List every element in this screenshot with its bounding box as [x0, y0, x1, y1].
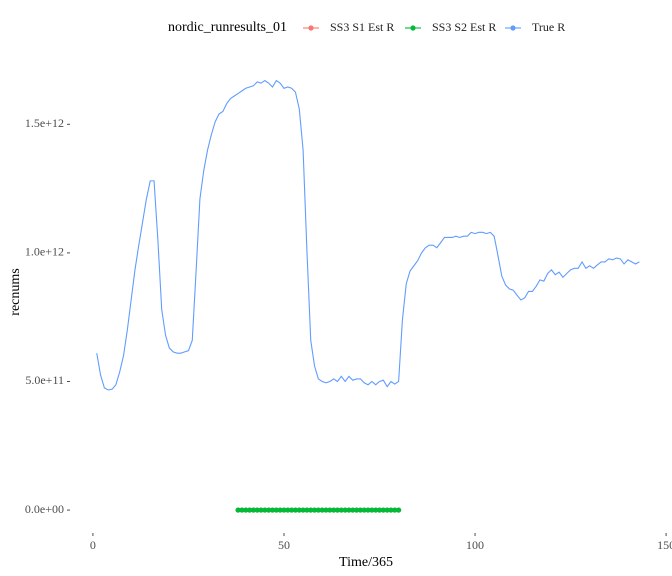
data-point [250, 507, 257, 513]
data-point [308, 507, 314, 513]
data-point [331, 507, 337, 513]
data-point [319, 507, 325, 513]
data-point [392, 507, 398, 513]
data-point [315, 507, 321, 513]
data-point [285, 507, 291, 513]
x-tick-label: 50 [278, 538, 290, 552]
y-tick-label: 5.0e+11 [25, 373, 64, 387]
data-point [334, 507, 341, 513]
data-point [277, 507, 283, 513]
legend-key-dot [308, 25, 314, 31]
data-point [292, 507, 299, 513]
data-point [373, 507, 379, 513]
data-point [273, 507, 279, 513]
data-point [384, 507, 390, 513]
x-axis-title: Time/365 [339, 555, 393, 570]
data-point [246, 507, 253, 513]
data-line [96, 79, 640, 391]
y-tick-label: 0.0e+00 [25, 502, 64, 516]
data-point [369, 507, 375, 513]
x-tick-label: 0 [90, 538, 96, 552]
data-point [353, 507, 360, 513]
data-point [361, 507, 367, 513]
data-point [388, 507, 394, 513]
data-point [266, 507, 272, 513]
data-point [376, 507, 383, 513]
y-tick-label: 1.5e+12 [25, 116, 64, 130]
data-point [342, 507, 348, 513]
data-point [327, 507, 333, 513]
data-point [239, 507, 245, 513]
data-point [243, 507, 249, 513]
data-point [365, 507, 371, 513]
data-point [296, 507, 302, 513]
y-axis-title: recnums [8, 268, 23, 315]
data-point [300, 507, 306, 513]
data-point [346, 507, 352, 513]
legend-title: nordic_runresults_01 [168, 20, 287, 35]
x-tick-label: 100 [466, 538, 484, 552]
data-point [338, 507, 344, 513]
data-point [311, 507, 318, 513]
data-point [357, 507, 364, 513]
data-point [304, 507, 310, 513]
data-point [289, 507, 295, 513]
legend-label: SS3 S1 Est R [330, 20, 394, 34]
data-point [269, 507, 276, 513]
data-point [235, 507, 241, 513]
data-point [254, 507, 260, 513]
data-point [258, 507, 264, 513]
x-tick-label: 150 [657, 538, 672, 552]
data-point [323, 507, 329, 513]
legend-label: SS3 S2 Est R [432, 20, 496, 34]
legend-key-dot [510, 25, 516, 31]
data-point [262, 507, 268, 513]
data-point [380, 507, 386, 513]
y-tick-label: 1.0e+12 [25, 245, 64, 259]
data-point [281, 507, 287, 513]
data-point [396, 507, 402, 513]
legend-label: True R [532, 20, 565, 34]
data-point [350, 507, 356, 513]
legend-key-dot [410, 25, 416, 31]
